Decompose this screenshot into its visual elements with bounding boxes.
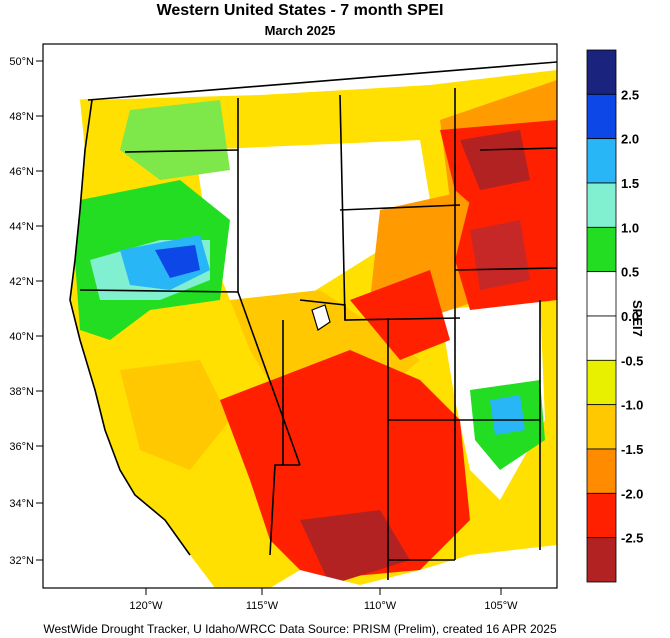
colorbar-swatch: [586, 492, 617, 539]
colorbar: 2.5 2.0 1.5 1.0 0.5 0.0 -0.5 -1.0 -1.5 -2.0 -2.5: [586, 49, 643, 583]
lat-label: 34°N: [9, 498, 34, 510]
lat-label: 42°N: [9, 276, 34, 288]
colorbar-swatch: [586, 226, 617, 273]
colorbar-swatch: [586, 315, 617, 361]
colorbar-title: SPEI7: [630, 300, 645, 337]
colorbar-swatch: [586, 93, 617, 140]
colorbar-swatch: [586, 271, 617, 317]
colorbar-label: 1.5: [621, 176, 639, 191]
lon-label: 115°W: [246, 600, 279, 612]
colorbar-swatch: [586, 448, 617, 494]
lat-label: 36°N: [9, 441, 34, 453]
colorbar-swatch: [586, 182, 617, 228]
colorbar-label: 2.0: [621, 132, 639, 147]
colorbar-label: 0.5: [621, 265, 639, 280]
lon-label: 105°W: [484, 600, 518, 612]
credit-line: WestWide Drought Tracker, U Idaho/WRCC D…: [43, 622, 557, 636]
map-title: Western United States - 7 month SPEI: [156, 2, 444, 19]
colorbar-label: 1.0: [621, 220, 639, 235]
colorbar-label: -2.5: [621, 531, 643, 546]
lat-label: 38°N: [9, 386, 34, 398]
colorbar-label: 0.0: [621, 309, 639, 324]
lat-label: 46°N: [9, 166, 34, 178]
colorbar-label: -0.5: [621, 353, 643, 368]
colorbar-swatch: [586, 404, 617, 450]
colorbar-label: -1.5: [621, 442, 643, 457]
colorbar-label: -1.0: [621, 398, 643, 413]
colorbar-swatch: [586, 138, 617, 184]
colorbar-swatch: [586, 49, 617, 95]
lon-label: 110°W: [364, 600, 397, 612]
lat-label: 50°N: [9, 56, 34, 68]
lon-label: 120°W: [129, 600, 163, 612]
colorbar-label: 2.5: [621, 87, 639, 102]
lat-label: 44°N: [9, 221, 34, 233]
lat-label: 32°N: [9, 555, 34, 567]
colorbar-swatch: [586, 537, 617, 583]
coastline: [69, 99, 191, 556]
colorbar-swatch: [586, 359, 617, 406]
lat-label: 48°N: [9, 111, 34, 123]
map-subtitle: March 2025: [264, 23, 336, 38]
colorbar-label: -2.0: [621, 486, 643, 501]
lat-label: 40°N: [9, 331, 34, 343]
